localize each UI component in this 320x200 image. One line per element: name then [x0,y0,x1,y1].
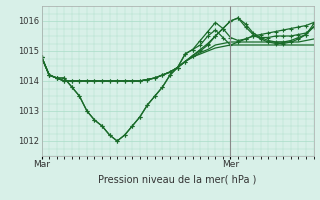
X-axis label: Pression niveau de la mer( hPa ): Pression niveau de la mer( hPa ) [99,175,257,185]
